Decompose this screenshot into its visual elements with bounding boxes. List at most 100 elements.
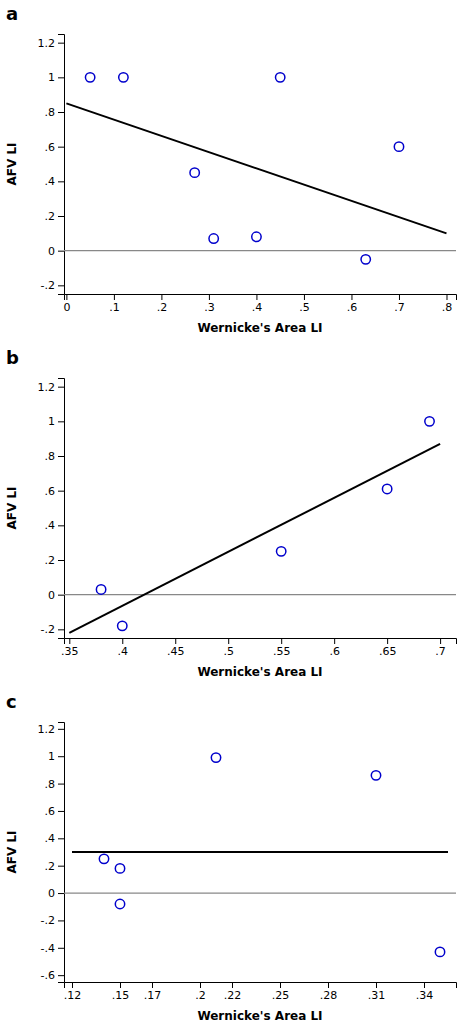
scatter-point: [115, 864, 124, 873]
scatter-point: [361, 255, 370, 264]
panel: .35.4.45.5.55.6.65.7-.20.2.4.6.811.2Wern…: [5, 347, 457, 679]
tick-label: 1.2: [38, 723, 56, 736]
tick: 1.2: [38, 723, 65, 736]
tick-label: 1.2: [38, 381, 56, 394]
scatter-point: [252, 232, 261, 241]
plot-area: [64, 417, 456, 633]
tick-label: .2: [157, 301, 168, 314]
tick-mark: [58, 77, 64, 78]
tick-mark: [351, 294, 352, 300]
tick: .6: [329, 638, 340, 658]
tick-label: .6: [45, 485, 56, 498]
plot-area: [64, 753, 456, 957]
tick: .28: [320, 982, 338, 1002]
tick: .45: [167, 638, 185, 658]
tick-mark: [58, 251, 64, 252]
tick-label: .2: [45, 860, 56, 873]
plot-area: [64, 73, 456, 264]
tick-mark: [281, 638, 282, 644]
tick: .8: [45, 106, 65, 119]
tick-label: .4: [45, 175, 56, 188]
tick-mark: [58, 387, 64, 388]
tick: .25: [272, 982, 290, 1002]
tick-label: -.2: [41, 279, 55, 292]
tick-mark: [58, 112, 64, 113]
tick: 1.2: [38, 381, 65, 394]
tick-label: .2: [45, 554, 56, 567]
x-axis: .35.4.45.5.55.6.65.7: [61, 638, 456, 658]
scatter-point: [371, 771, 380, 780]
reference-line: [64, 594, 456, 595]
scatter-point: [275, 73, 284, 82]
tick-mark: [58, 838, 64, 839]
y-axis: -.20.2.4.6.811.2: [38, 379, 65, 639]
tick-mark: [58, 975, 64, 976]
scatter-point: [394, 142, 403, 151]
tick-label: .7: [435, 645, 446, 658]
tick-label: .55: [273, 645, 291, 658]
tick-mark: [256, 294, 257, 300]
tick: .8: [45, 450, 65, 463]
tick-label: .4: [45, 832, 56, 845]
tick: .8: [45, 778, 65, 791]
tick: 1: [48, 415, 64, 428]
tick-label: .31: [368, 989, 386, 1002]
y-axis-line: [58, 379, 65, 639]
tick-mark: [440, 638, 441, 644]
tick-mark: [232, 982, 233, 988]
panel-label: b: [6, 347, 19, 368]
tick-mark: [69, 638, 70, 644]
scatter-point: [190, 168, 199, 177]
tick: .17: [144, 982, 162, 1002]
y-axis-line: [58, 35, 65, 295]
tick-label: .12: [64, 989, 82, 1002]
tick-mark: [58, 866, 64, 867]
tick-mark: [58, 43, 64, 44]
tick-mark: [387, 638, 388, 644]
panel-label: c: [6, 691, 17, 712]
panel: 0.1.2.3.4.5.6.7.8-.20.2.4.6.811.2Wernick…: [5, 3, 457, 335]
tick: -.4: [41, 942, 64, 955]
tick-label: .2: [195, 989, 206, 1002]
fit-line: [69, 444, 440, 633]
tick-mark: [58, 784, 64, 785]
tick-mark: [58, 525, 64, 526]
tick-mark: [58, 756, 64, 757]
scatter-point: [119, 73, 128, 82]
reference-line: [64, 892, 456, 893]
tick-label: 1.2: [38, 37, 56, 50]
tick-label: .15: [112, 989, 130, 1002]
panel-label: a: [6, 3, 18, 24]
fit-line: [72, 851, 448, 853]
tick: 0: [63, 294, 70, 314]
tick-label: -.2: [41, 623, 55, 636]
tick-label: .7: [394, 301, 405, 314]
tick-mark: [446, 294, 447, 300]
tick-label: .35: [61, 645, 79, 658]
x-axis-title: Wernicke's Area LI: [197, 665, 322, 679]
tick: .22: [224, 982, 242, 1002]
y-axis-title: AFV LI: [5, 830, 19, 873]
scatter-point: [425, 417, 434, 426]
tick: 1.2: [38, 37, 65, 50]
x-axis-line: [65, 295, 457, 301]
tick-mark: [152, 982, 153, 988]
tick: -.2: [41, 623, 64, 636]
tick-label: .6: [45, 805, 56, 818]
tick-label: .34: [416, 989, 434, 1002]
tick-mark: [200, 982, 201, 988]
tick: .35: [61, 638, 79, 658]
tick-mark: [122, 638, 123, 644]
panel: .12.15.17.2.22.25.28.31.34-.6-.4-.20.2.4…: [5, 691, 457, 1023]
tick-mark: [304, 294, 305, 300]
y-axis: -.6-.4-.20.2.4.6.811.2: [38, 723, 65, 983]
tick-label: .6: [329, 645, 340, 658]
tick-label: 1: [48, 415, 55, 428]
tick: .5: [223, 638, 234, 658]
tick: .6: [45, 485, 65, 498]
tick-mark: [58, 629, 64, 630]
y-axis-title: AFV LI: [5, 486, 19, 529]
tick: .65: [379, 638, 397, 658]
tick: .4: [45, 519, 65, 532]
fit-line: [66, 103, 446, 233]
